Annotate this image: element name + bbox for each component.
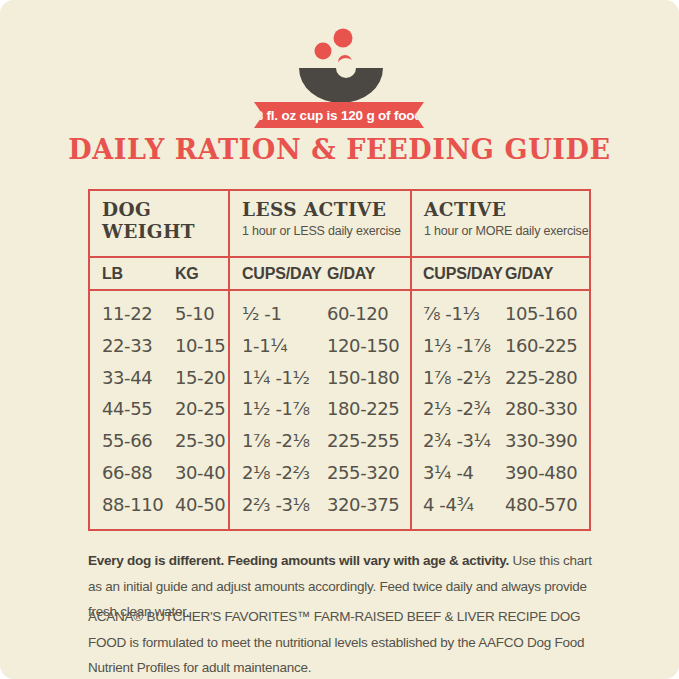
cell-kg: 25-30 bbox=[175, 430, 225, 451]
subheader-row: CUPS/DAY G/DAY bbox=[412, 258, 589, 291]
cell-lb: 44-55 bbox=[102, 398, 175, 419]
table-row: 2¾ -3¼330-390 bbox=[423, 430, 589, 451]
cell-lb: 66-88 bbox=[102, 462, 175, 483]
group-subtitle: 1 hour or MORE daily exercise bbox=[424, 224, 589, 238]
kibble-dot-icon bbox=[315, 43, 332, 60]
cell-grams: 480-570 bbox=[505, 494, 577, 515]
cell-cups: 2¾ -3¼ bbox=[423, 430, 505, 451]
table-row: 2⅓ -2¾280-330 bbox=[423, 398, 589, 419]
table-row: ⅞ -1⅓105-160 bbox=[423, 303, 589, 324]
cell-grams: 225-255 bbox=[327, 430, 399, 451]
subheader-row: LB KG bbox=[90, 258, 228, 291]
table-row: 11-225-10 bbox=[102, 303, 228, 324]
cell-grams: 180-225 bbox=[327, 398, 399, 419]
cell-kg: 5-10 bbox=[175, 303, 214, 324]
table-row: 55-6625-30 bbox=[102, 430, 228, 451]
table-row: 88-11040-50 bbox=[102, 494, 228, 515]
feeding-note-emphasis: Every dog is different. Feeding amounts … bbox=[88, 553, 509, 568]
column-header-cups-day: CUPS/DAY bbox=[423, 265, 505, 283]
table-row: 1⅓ -1⅞160-225 bbox=[423, 335, 589, 356]
cell-cups: 1½ -1⅞ bbox=[242, 398, 327, 419]
bowl-notch bbox=[336, 58, 356, 78]
cell-grams: 330-390 bbox=[505, 430, 577, 451]
table-row: 44-5520-25 bbox=[102, 398, 228, 419]
data-rows-less-active: ½ -160-120 1-1¼120-150 1¼ -1½150-180 1½ … bbox=[230, 291, 410, 529]
group-header-less-active: LESS ACTIVE 1 hour or LESS daily exercis… bbox=[230, 191, 410, 258]
group-title: LESS ACTIVE bbox=[242, 199, 410, 221]
table-row: 3¼ -4390-480 bbox=[423, 462, 589, 483]
cell-cups: 1-1¼ bbox=[242, 335, 327, 356]
column-group-less-active: LESS ACTIVE 1 hour or LESS daily exercis… bbox=[230, 191, 412, 529]
data-rows-active: ⅞ -1⅓105-160 1⅓ -1⅞160-225 1⅞ -2⅓225-280… bbox=[412, 291, 589, 529]
cell-grams: 225-280 bbox=[505, 367, 577, 388]
table-row: 4 -4¾480-570 bbox=[423, 494, 589, 515]
table-row: 1-1¼120-150 bbox=[242, 335, 410, 356]
table-row: 2⅔ -3⅛320-375 bbox=[242, 494, 410, 515]
table-row: 33-4415-20 bbox=[102, 367, 228, 388]
group-title: ACTIVE bbox=[424, 199, 589, 221]
cell-cups: 2⅓ -2¾ bbox=[423, 398, 505, 419]
cell-cups: ⅞ -1⅓ bbox=[423, 303, 505, 324]
cup-measure-text: 8 fl. oz cup is 120 g of food bbox=[256, 108, 423, 123]
cell-grams: 150-180 bbox=[327, 367, 399, 388]
feeding-table: DOG WEIGHT LB KG 11-225-10 22-3310-15 33… bbox=[88, 189, 591, 531]
aafco-statement: ACANA® BUTCHER'S FAVORITES™ FARM-RAISED … bbox=[88, 604, 600, 679]
bowl-with-kibble-icon bbox=[296, 26, 386, 110]
column-group-dog-weight: DOG WEIGHT LB KG 11-225-10 22-3310-15 33… bbox=[90, 191, 230, 529]
column-header-g-day: G/DAY bbox=[505, 265, 553, 283]
subheader-row: CUPS/DAY G/DAY bbox=[230, 258, 410, 291]
cell-grams: 320-375 bbox=[327, 494, 399, 515]
column-header-kg: KG bbox=[175, 265, 199, 283]
cell-cups: 1¼ -1½ bbox=[242, 367, 327, 388]
cell-kg: 10-15 bbox=[175, 335, 225, 356]
cell-lb: 55-66 bbox=[102, 430, 175, 451]
cell-grams: 120-150 bbox=[327, 335, 399, 356]
cell-cups: 4 -4¾ bbox=[423, 494, 505, 515]
column-header-cups-day: CUPS/DAY bbox=[242, 265, 327, 283]
cell-grams: 160-225 bbox=[505, 335, 577, 356]
table-row: 1½ -1⅞180-225 bbox=[242, 398, 410, 419]
cell-lb: 11-22 bbox=[102, 303, 175, 324]
cell-lb: 22-33 bbox=[102, 335, 175, 356]
table-row: 66-8830-40 bbox=[102, 462, 228, 483]
table-row: ½ -160-120 bbox=[242, 303, 410, 324]
table-row: 1¼ -1½150-180 bbox=[242, 367, 410, 388]
cell-grams: 60-120 bbox=[327, 303, 388, 324]
table-row: 1⅞ -2⅛225-255 bbox=[242, 430, 410, 451]
cell-cups: ½ -1 bbox=[242, 303, 327, 324]
cell-cups: 3¼ -4 bbox=[423, 462, 505, 483]
table-row: 2⅛ -2⅔255-320 bbox=[242, 462, 410, 483]
cell-cups: 2⅔ -3⅛ bbox=[242, 494, 327, 515]
column-header-lb: LB bbox=[102, 265, 175, 283]
group-subtitle: 1 hour or LESS daily exercise bbox=[242, 224, 410, 238]
cell-lb: 88-110 bbox=[102, 494, 175, 515]
page-title: DAILY RATION & FEEDING GUIDE bbox=[0, 134, 679, 165]
feeding-guide-page: 8 fl. oz cup is 120 g of food DAILY RATI… bbox=[0, 0, 679, 679]
cell-grams: 105-160 bbox=[505, 303, 577, 324]
cell-cups: 1⅞ -2⅓ bbox=[423, 367, 505, 388]
cell-lb: 33-44 bbox=[102, 367, 175, 388]
column-header-g-day: G/DAY bbox=[327, 265, 375, 283]
group-header-active: ACTIVE 1 hour or MORE daily exercise bbox=[412, 191, 589, 258]
table-row: 22-3310-15 bbox=[102, 335, 228, 356]
group-title-line: DOG bbox=[102, 199, 228, 221]
group-header-dog-weight: DOG WEIGHT bbox=[90, 191, 228, 258]
data-rows-dog-weight: 11-225-10 22-3310-15 33-4415-20 44-5520-… bbox=[90, 291, 228, 529]
kibble-dot-icon bbox=[334, 29, 353, 48]
table-row: 1⅞ -2⅓225-280 bbox=[423, 367, 589, 388]
cell-cups: 2⅛ -2⅔ bbox=[242, 462, 327, 483]
group-title-line: WEIGHT bbox=[102, 221, 228, 243]
cell-kg: 40-50 bbox=[175, 494, 225, 515]
cell-grams: 280-330 bbox=[505, 398, 577, 419]
cell-cups: 1⅓ -1⅞ bbox=[423, 335, 505, 356]
cell-grams: 255-320 bbox=[327, 462, 399, 483]
cell-kg: 20-25 bbox=[175, 398, 225, 419]
cell-kg: 30-40 bbox=[175, 462, 225, 483]
cell-grams: 390-480 bbox=[505, 462, 577, 483]
column-group-active: ACTIVE 1 hour or MORE daily exercise CUP… bbox=[412, 191, 589, 529]
cell-cups: 1⅞ -2⅛ bbox=[242, 430, 327, 451]
cup-measure-banner: 8 fl. oz cup is 120 g of food bbox=[254, 102, 424, 128]
cell-kg: 15-20 bbox=[175, 367, 225, 388]
